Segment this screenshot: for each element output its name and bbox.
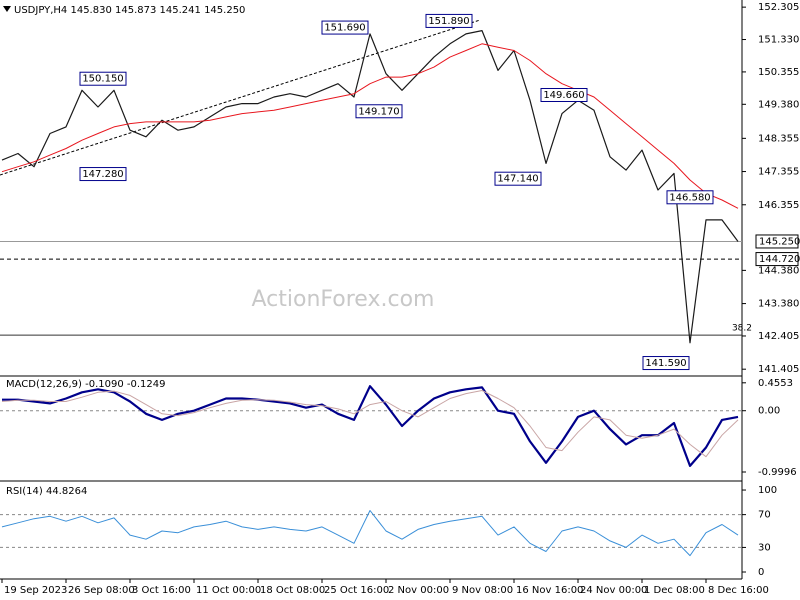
- title-icon: [3, 6, 11, 12]
- annotation-box: [425, 13, 473, 28]
- annotation-box: [642, 356, 690, 371]
- price-label-box: [755, 234, 799, 249]
- y-tick-label: 100: [758, 485, 777, 496]
- annotation-box: [321, 20, 369, 35]
- panel-title: RSI(14) 44.8264: [6, 486, 87, 497]
- x-tick-label: 26 Sep 08:00: [68, 585, 135, 596]
- panel-title: MACD(12,26,9) -0.1090 -0.1249: [6, 379, 166, 390]
- price-label: 145.250: [759, 236, 800, 247]
- y-tick-label: 143.380: [758, 299, 799, 310]
- series-line: [1, 30, 739, 344]
- y-tick-label: 148.355: [758, 133, 799, 144]
- price-label: 144.720: [759, 254, 800, 265]
- annotation-box: [79, 71, 127, 86]
- y-tick-label: 152.305: [758, 2, 799, 13]
- annotation-label: 149.660: [543, 90, 584, 101]
- series-line: [1, 43, 739, 209]
- y-tick-label: 0: [758, 567, 764, 578]
- x-tick-label: 9 Nov 08:00: [452, 585, 513, 596]
- y-tick-label: 147.355: [758, 167, 799, 178]
- annotation-label: 151.690: [324, 23, 365, 34]
- annotation-box: [494, 171, 542, 186]
- y-tick-label: 146.355: [758, 200, 799, 211]
- x-tick-label: 2 Nov 00:00: [388, 585, 449, 596]
- x-tick-label: 25 Oct 16:00: [324, 585, 389, 596]
- annotation-box: [666, 190, 714, 205]
- x-tick-label: 24 Nov 00:00: [580, 585, 647, 596]
- y-tick-label: 150.355: [758, 67, 799, 78]
- y-tick-label: 70: [758, 510, 771, 521]
- watermark: ActionForex.com: [252, 287, 435, 312]
- y-tick-label: 30: [758, 542, 771, 553]
- annotation-box: [540, 87, 588, 102]
- y-tick-label: 141.405: [758, 364, 799, 375]
- annotation-label: 151.890: [428, 16, 469, 27]
- y-tick-label: 151.330: [758, 35, 799, 46]
- y-tick-label: -0.9996: [758, 467, 797, 478]
- y-tick-label: 149.380: [758, 99, 799, 110]
- annotation-label: 147.280: [82, 169, 123, 180]
- series-line: [1, 510, 739, 557]
- trend-line: [0, 19, 481, 176]
- series-line: [2, 385, 739, 467]
- x-tick-label: 8 Dec 16:00: [708, 585, 769, 596]
- x-tick-label: 1 Dec 08:00: [644, 585, 705, 596]
- annotation-label: 147.140: [497, 174, 538, 185]
- x-tick-label: 16 Nov 16:00: [516, 585, 583, 596]
- y-tick-label: 0.00: [758, 406, 780, 417]
- annotation-label: 146.580: [669, 192, 710, 203]
- y-tick-label: 142.405: [758, 331, 799, 342]
- y-tick-label: 144.380: [758, 265, 799, 276]
- series-line: [1, 390, 739, 458]
- chart-title: USDJPY,H4 145.830 145.873 145.241 145.25…: [14, 5, 245, 16]
- x-tick-label: 18 Oct 08:00: [260, 585, 325, 596]
- x-tick-label: 11 Oct 00:00: [196, 585, 261, 596]
- price-label-box: [755, 252, 799, 267]
- annotation-box: [79, 167, 127, 182]
- x-tick-label: 3 Oct 16:00: [132, 585, 191, 596]
- annotation-label: 150.150: [82, 74, 123, 85]
- annotation-label: 141.590: [645, 358, 686, 369]
- fib-label: 38.2: [732, 324, 752, 334]
- annotation-box: [355, 104, 403, 119]
- annotation-label: 149.170: [358, 106, 399, 117]
- x-tick-label: 19 Sep 2023: [4, 585, 67, 596]
- y-tick-label: 0.4553: [758, 378, 793, 389]
